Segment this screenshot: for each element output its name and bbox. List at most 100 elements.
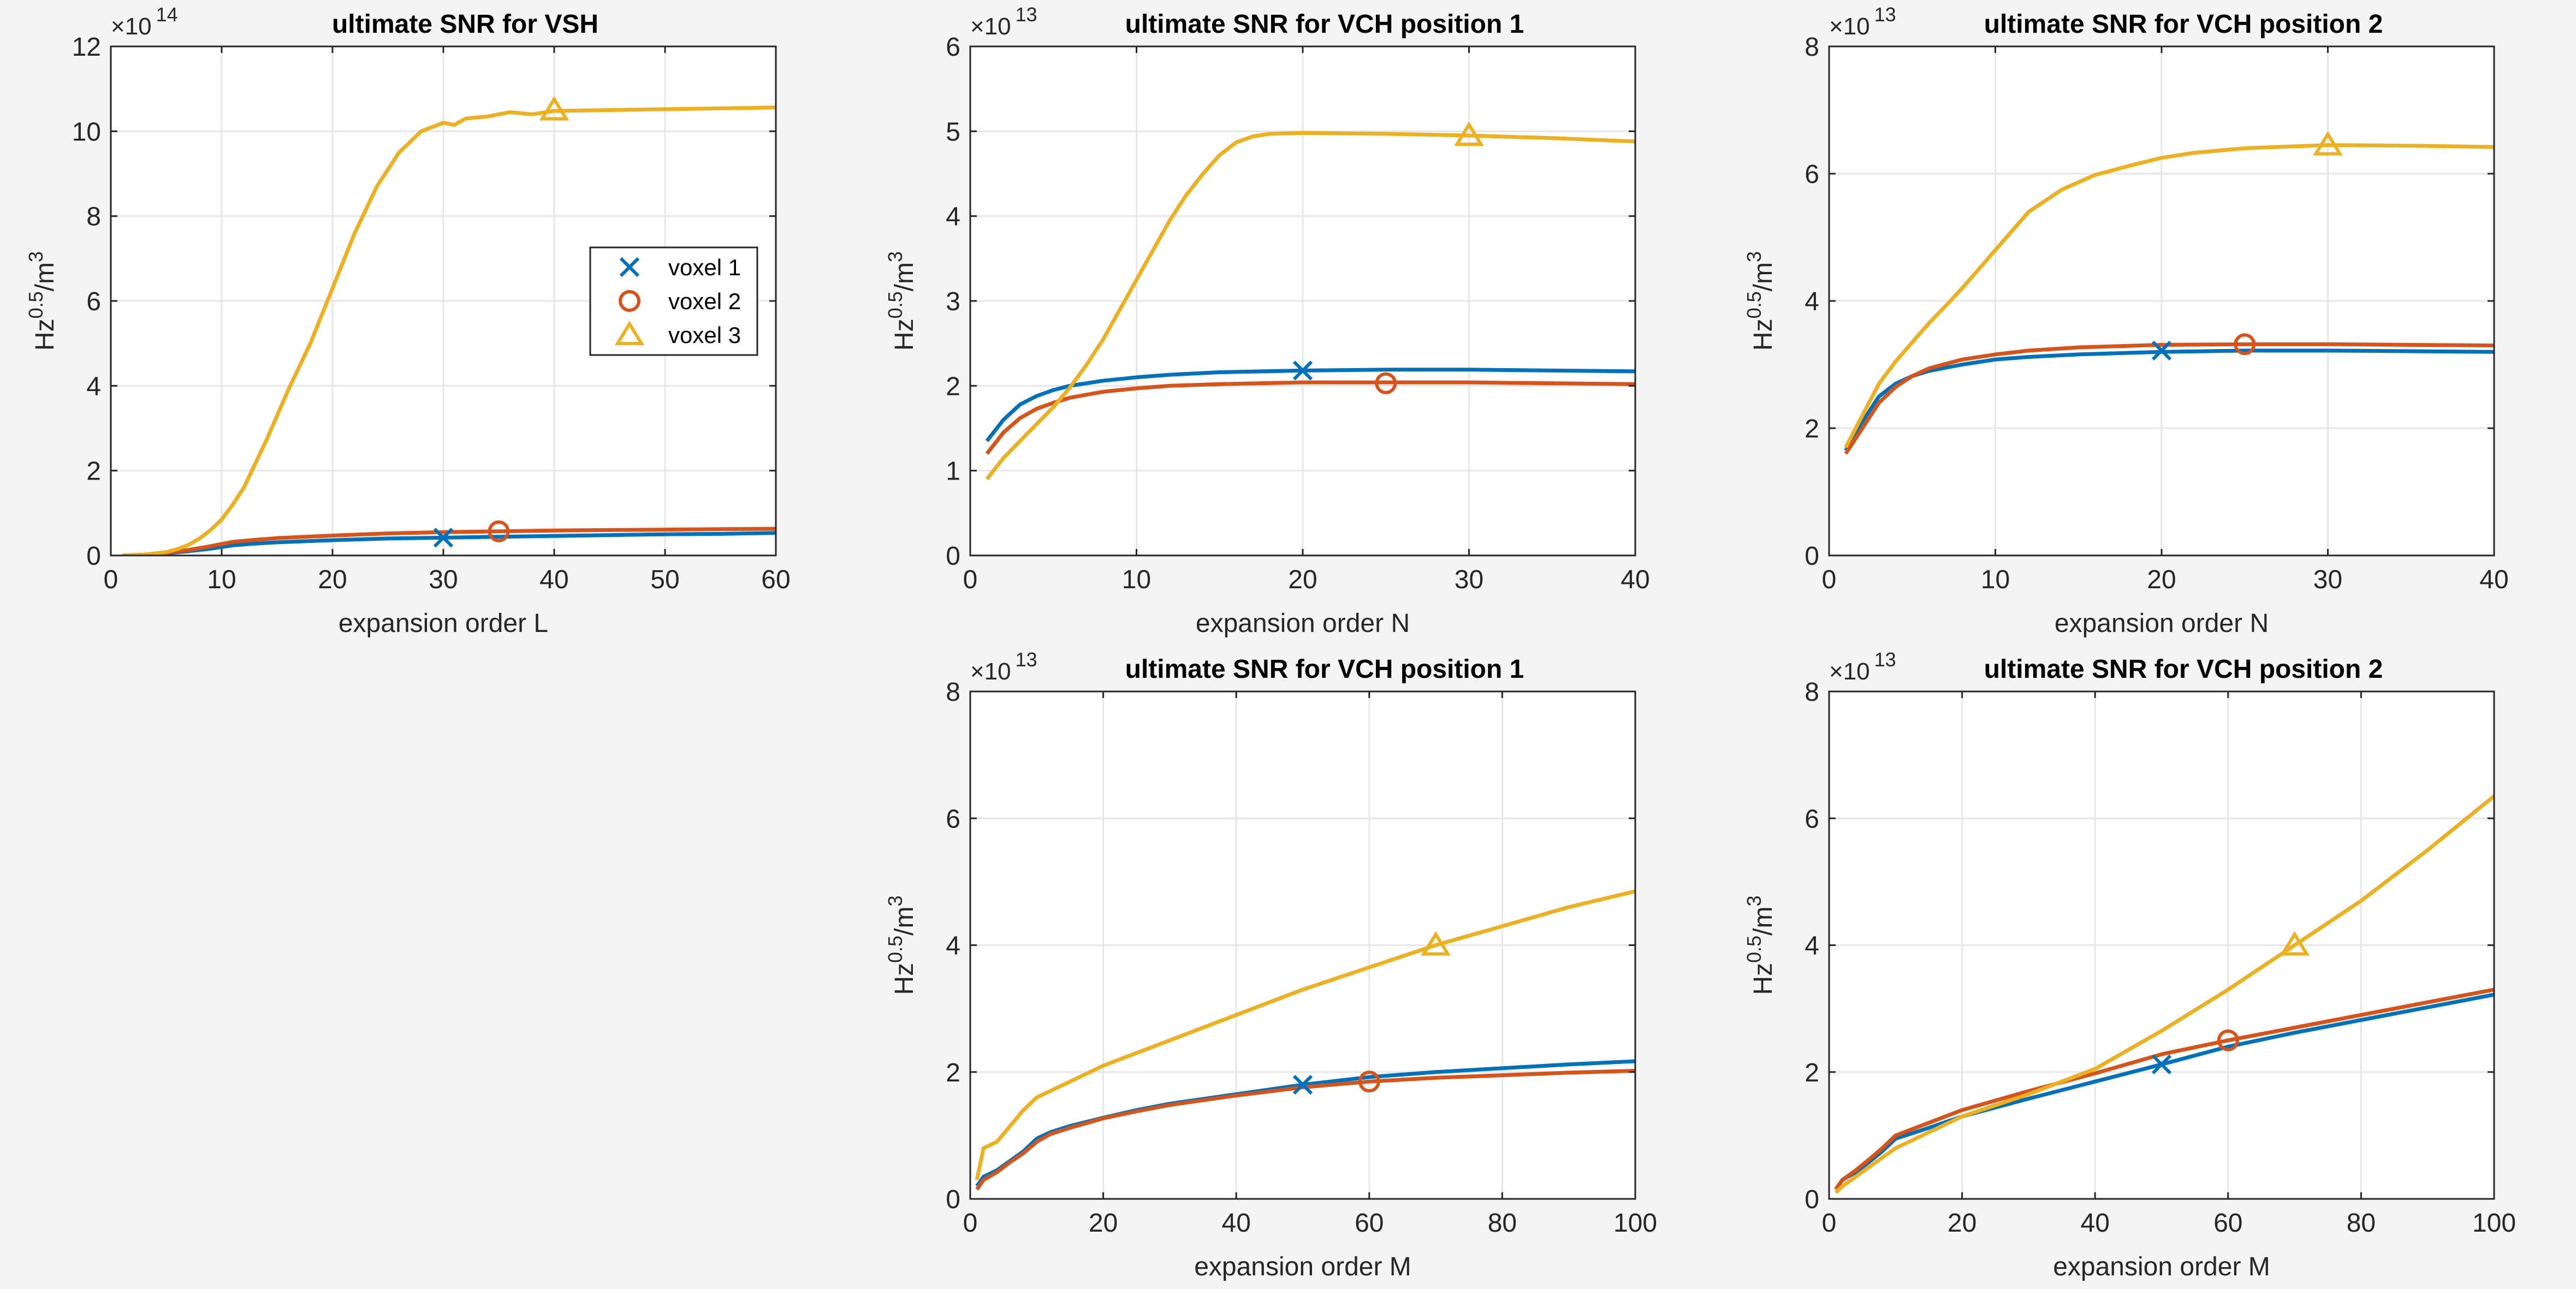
marker-voxel-2 (1375, 372, 1397, 394)
y-tick-label: 12 (72, 33, 101, 62)
y-multiplier-base: ×10 (970, 13, 1011, 40)
x-tick-label: 30 (429, 565, 458, 594)
marker-voxel-3 (1421, 931, 1451, 956)
y-tick-label: 6 (1805, 160, 1819, 189)
series-line-voxel-3 (122, 105, 776, 555)
y-tick-label: 2 (946, 372, 960, 401)
y-label-mid: /m (890, 262, 919, 291)
legend-label-voxel-1: voxel 1 (668, 255, 741, 280)
series-line-voxel-2 (1834, 988, 2494, 1191)
y-tick-label: 0 (946, 1185, 960, 1214)
x-tick-label: 40 (1222, 1209, 1251, 1238)
y-tick-label: 0 (1805, 542, 1819, 571)
x-tick-label: 0 (963, 565, 978, 594)
x-tick-label: 0 (963, 1209, 978, 1238)
series-line-voxel-2 (975, 1068, 1635, 1191)
legend-marker-voxel-1-stroke-b (619, 257, 640, 277)
marker-voxel-3 (1454, 121, 1484, 146)
series-line-voxel-3 (985, 131, 1635, 481)
marker-voxel-1 (1292, 1074, 1313, 1095)
y-tick-label: 4 (946, 932, 960, 961)
y-label-exp: 0.5 (1743, 291, 1765, 318)
series-line-voxel-1 (985, 368, 1635, 442)
legend: voxel 1 voxel 2 voxel 3 (589, 246, 758, 356)
marker-voxel-1-stroke-b (1292, 360, 1313, 381)
y-multiplier: ×10 14 (111, 3, 178, 40)
y-axis-label: Hz0.5/m3 (25, 251, 60, 351)
legend-marker-voxel-3 (614, 321, 645, 345)
x-axis-label: expansion order M (1194, 1252, 1411, 1281)
y-multiplier: ×10 13 (1829, 3, 1896, 40)
marker-voxel-2 (2217, 1029, 2239, 1051)
legend-label-voxel-2: voxel 2 (668, 288, 741, 314)
y-tick-label: 0 (946, 542, 960, 571)
chart-2: 0 10 20 30 40 0 1 2 3 4 5 6 ×10 13 ultimate SNR for VC… (884, 3, 1650, 638)
marker-voxel-1 (433, 528, 454, 548)
y-tick-label: 2 (946, 1059, 960, 1087)
y-axis-label: Hz0.5/m3 (1743, 895, 1778, 995)
x-tick-label: 100 (2472, 1209, 2516, 1238)
y-label-exp2: 3 (1743, 895, 1765, 906)
x-tick-label: 20 (1089, 1209, 1118, 1238)
x-tick-label: 40 (2081, 1209, 2110, 1238)
marker-voxel-1-stroke-b (1292, 1074, 1313, 1095)
series-group (1844, 143, 2494, 455)
y-tick-label: 4 (946, 203, 960, 232)
y-multiplier: ×10 13 (970, 648, 1037, 685)
marker-voxel-1-stroke-b (2151, 1054, 2172, 1074)
series-group (122, 105, 776, 555)
chart-title: ultimate SNR for VCH position 1 (1125, 10, 1524, 39)
y-label-exp2: 3 (1743, 251, 1765, 262)
chart-5: 0 20 40 60 80 100 0 2 4 6 8 ×10 13 ultimate SNR for V… (1743, 648, 2516, 1281)
marker-voxel-1-stroke-b (433, 528, 454, 548)
marker-voxel-3 (2280, 931, 2310, 956)
x-tick-label: 20 (1948, 1209, 1976, 1238)
x-axis-label: expansion order N (1196, 609, 1410, 638)
series-line-voxel-2 (985, 380, 1635, 455)
y-tick-label: 0 (1805, 1185, 1819, 1214)
series-line-voxel-3 (975, 889, 1635, 1180)
y-label-exp: 0.5 (884, 936, 906, 963)
y-label-mid: /m (890, 906, 919, 935)
y-label-exp: 0.5 (884, 291, 906, 318)
y-tick-label: 8 (946, 678, 960, 707)
series-line-voxel-2 (1844, 342, 2494, 455)
y-tick-label: 5 (946, 117, 960, 146)
legend-box (589, 246, 758, 356)
legend-marker-voxel-1 (619, 257, 640, 277)
chart-1: 0 10 20 30 40 50 60 0 2 4 6 8 10 12 ×10 14 ultimate SNR … (25, 3, 791, 638)
y-tick-label: 4 (1805, 932, 1819, 961)
series-group (1834, 794, 2494, 1194)
x-tick-label: 40 (1621, 565, 1649, 594)
x-tick-label: 0 (1822, 565, 1837, 594)
y-tick-label: 0 (86, 542, 101, 571)
chart-title: ultimate SNR for VCH position 2 (1984, 10, 2383, 39)
y-multiplier: ×10 13 (970, 3, 1037, 40)
series-line-voxel-2 (122, 527, 776, 555)
y-label-exp2: 3 (884, 895, 906, 906)
marker-voxel-1-stroke-b (2151, 340, 2172, 360)
y-label-mid: /m (1749, 262, 1778, 291)
y-tick-label: 8 (86, 203, 101, 232)
y-label-exp: 0.5 (25, 291, 47, 318)
marker-voxel-1 (2151, 1054, 2172, 1074)
y-axis-label: Hz0.5/m3 (884, 895, 919, 995)
x-tick-label: 0 (1822, 1209, 1837, 1238)
y-label-exp2: 3 (884, 251, 906, 262)
y-tick-label: 10 (72, 117, 101, 146)
x-tick-label: 60 (2213, 1209, 2242, 1238)
marker-voxel-2 (488, 520, 510, 542)
marker-voxel-3 (539, 96, 569, 121)
y-tick-label: 3 (946, 287, 960, 316)
y-label-mid: /m (1749, 906, 1778, 935)
legend-label-voxel-3: voxel 3 (668, 322, 741, 348)
y-tick-label: 8 (1805, 33, 1819, 62)
y-tick-label: 1 (946, 457, 960, 486)
marker-voxel-1 (1292, 360, 1313, 381)
x-tick-label: 10 (1122, 565, 1151, 594)
y-label-exp: 0.5 (1743, 936, 1765, 963)
marker-voxel-2 (2234, 333, 2256, 356)
y-multiplier-exponent: 13 (1874, 648, 1896, 671)
x-tick-label: 20 (318, 565, 347, 594)
